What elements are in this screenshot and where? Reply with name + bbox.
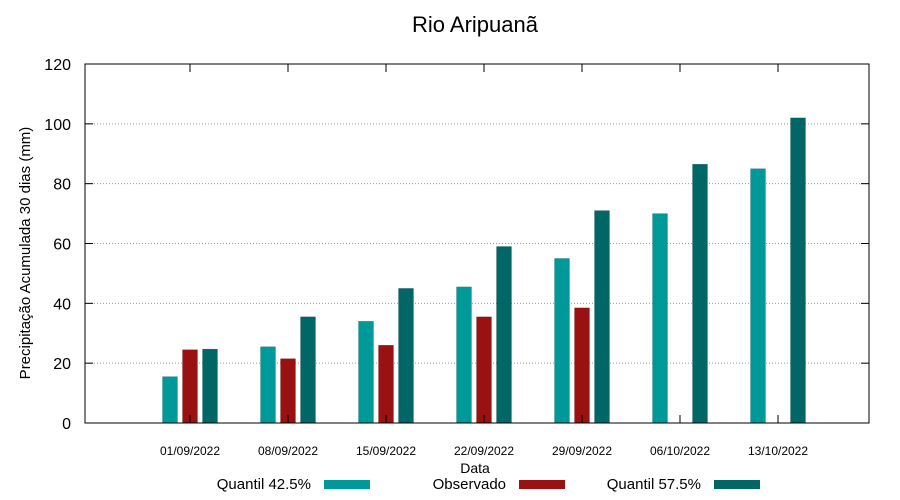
bar-quantil-42-5--6 [750, 168, 766, 424]
bar-quantil-42-5--4 [554, 258, 570, 424]
legend-label: Quantil 57.5% [607, 476, 701, 493]
y-axis-ticks: 0 20 40 60 80 100 120 [44, 57, 869, 433]
x-tick-label: 15/09/2022 [356, 444, 416, 458]
bar-quantil-42-5--3 [456, 286, 472, 424]
bar-quantil-42-5--2 [358, 321, 374, 424]
bar-quantil-57-5--6 [790, 117, 806, 424]
bar-observado-4 [574, 307, 590, 424]
bar-quantil-57-5--2 [398, 288, 414, 424]
x-tick-label: 29/09/2022 [552, 444, 612, 458]
bar-quantil-57-5--4 [594, 210, 610, 424]
x-axis-label: Data [460, 460, 490, 476]
bar-quantil-42-5--5 [652, 213, 668, 424]
x-axis-ticks: 01/09/2022 08/09/2022 15/09/2022 22/09/2022… [160, 64, 808, 458]
legend-swatch [714, 480, 760, 489]
x-tick-label: 08/09/2022 [258, 444, 318, 458]
bar-quantil-42-5--0 [162, 376, 178, 424]
x-tick-label: 13/10/2022 [748, 444, 808, 458]
bar-observado-3 [476, 316, 492, 424]
y-tick-label: 100 [44, 117, 71, 134]
y-tick-label: 60 [53, 237, 71, 254]
y-tick-label: 80 [53, 177, 71, 194]
bar-observado-1 [280, 358, 296, 424]
x-tick-label: 01/09/2022 [160, 444, 220, 458]
legend-label: Observado [433, 476, 506, 493]
legend-swatch [324, 480, 370, 489]
bar-observado-2 [378, 344, 394, 424]
y-tick-label: 40 [53, 296, 71, 313]
bar-quantil-57-5--5 [692, 163, 708, 424]
bars [162, 117, 806, 424]
bar-quantil-57-5--3 [496, 246, 512, 424]
y-tick-label: 20 [53, 356, 71, 373]
chart-title: Rio Aripuanã [412, 12, 539, 37]
legend-swatch [519, 480, 565, 489]
y-axis-label: Precipitação Acumulada 30 dias (mm) [17, 127, 34, 380]
bar-observado-0 [182, 349, 198, 424]
legend: Quantil 42.5% Observado Quantil 57.5% [217, 476, 760, 493]
plot-frame [84, 63, 870, 424]
y-tick-label: 120 [44, 57, 71, 74]
x-tick-label: 22/09/2022 [454, 444, 514, 458]
bar-quantil-57-5--1 [300, 316, 316, 424]
bar-quantil-42-5--1 [260, 346, 276, 424]
bar-quantil-57-5--0 [202, 348, 218, 424]
legend-label: Quantil 42.5% [217, 476, 311, 493]
y-tick-label: 0 [62, 416, 71, 433]
x-tick-label: 06/10/2022 [650, 444, 710, 458]
